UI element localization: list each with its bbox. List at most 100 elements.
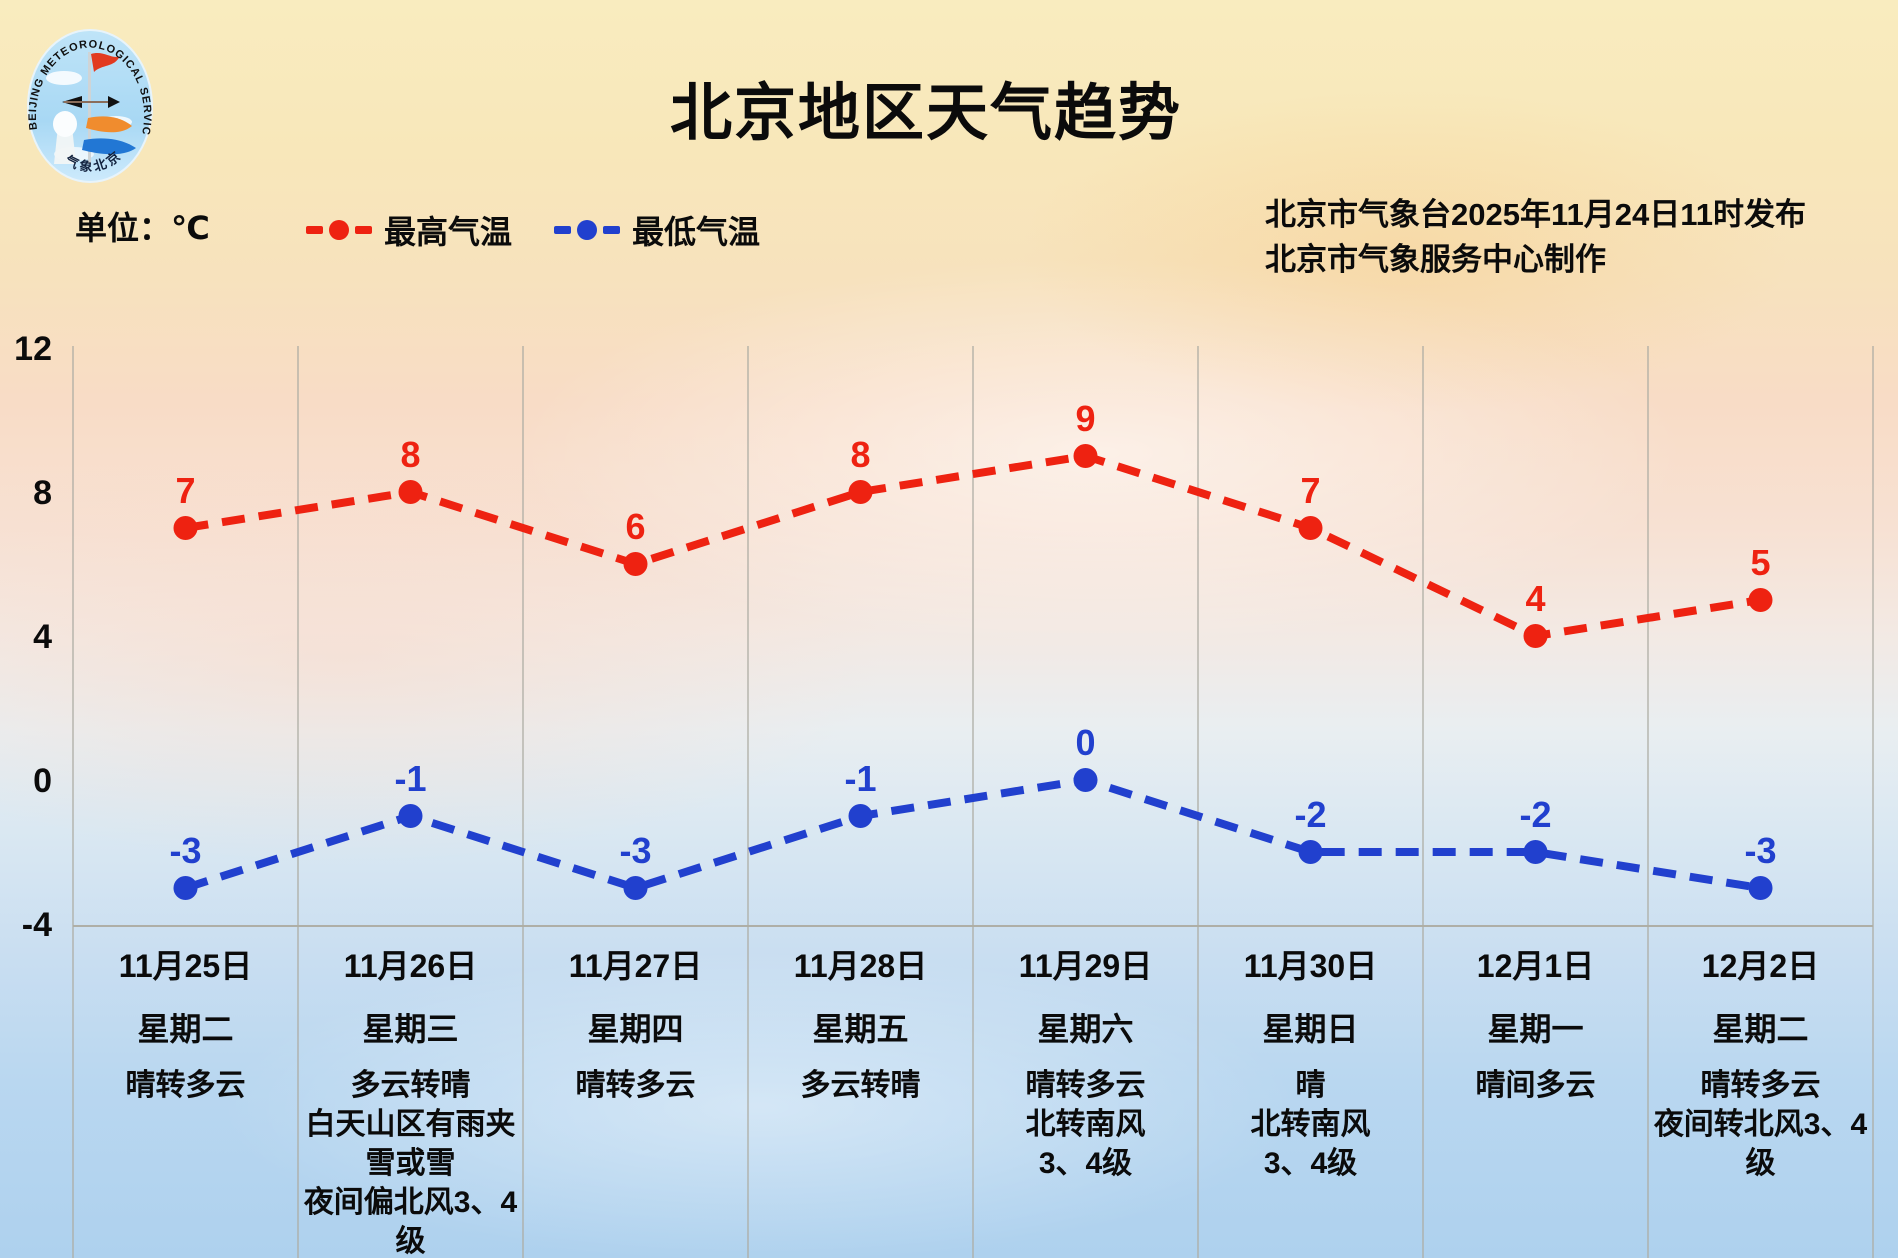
day-weather-line: 级 [395,1225,426,1258]
max-temp-value-label: 8 [400,434,420,475]
max-temp-point [398,480,423,504]
logo-blue-swoosh [82,138,136,155]
legend-item-min-temp: 最低气温 [554,214,760,250]
min-temp-value-label: 0 [1075,722,1095,763]
max-temp-value-label: 5 [1750,542,1770,583]
max-temp-value-label: 8 [850,434,870,475]
page-title: 北京地区天气趋势 [669,79,1183,148]
day-weather-line: 晴转多云 [1700,1069,1821,1102]
logo-flag [91,53,120,72]
day-column: 11月26日 星期三 多云转晴 白天山区有雨夹 雪或雪 夜间偏北风3、4 级 [298,928,523,1258]
day-weather-line: 3、4级 [1263,1147,1358,1180]
min-temp-value-label: -2 [1294,794,1326,835]
max-temp-line [184,452,1762,640]
max-temp-value-label: 7 [1300,470,1320,511]
day-weekday: 星期二 [1712,1011,1809,1047]
y-axis-tick-label: 12 [14,330,52,368]
min-temp-value-label: -3 [1744,830,1776,871]
legend-min-label: 最低气温 [632,214,761,250]
day-column: 11月30日 星期日晴北转南风 3、4级 [1198,928,1423,1183]
day-weather-line: 晴转多云 [575,1069,696,1102]
max-temp-value-label: 7 [175,470,195,511]
min-temp-value-label: -2 [1519,794,1551,835]
day-column: 11月27日 星期四晴转多云 [523,928,748,1105]
min-temp-value-label: -1 [844,758,876,799]
max-temp-point [1298,516,1323,540]
day-date: 11月29日 [1018,948,1153,984]
day-column: 12月2日 星期二 晴转多云 夜间转北风3、4 级 [1648,928,1873,1183]
day-weather-line: 白天山区有雨夹 [305,1108,516,1141]
min-temp-point [1298,840,1323,864]
publisher-line2: 北京市气象服务中心制作 [1265,242,1606,277]
day-column: 11月29日 星期六晴转多云北转南风 3、4级 [973,928,1198,1183]
day-weather-text: 多云转晴 白天山区有雨夹 雪或雪 夜间偏北风3、4 级 [298,1066,523,1258]
min-temp-point [848,804,873,828]
max-temp-point [623,552,648,576]
day-date: 11月27日 [568,948,703,984]
day-weather-text: 多云转晴 [748,1066,973,1105]
min-temp-line-swatch [554,220,620,240]
day-weather-text: 晴转多云 [73,1066,298,1105]
day-weather-line: 晴间多云 [1475,1069,1596,1102]
day-weather-text: 晴北转南风 3、4级 [1198,1066,1423,1183]
publisher-info: 北京市气象台2025年11月24日11时发布 北京市气象服务中心制作 [1265,192,1806,282]
day-weather-line: 多云转晴 [800,1069,921,1102]
max-temp-point [1523,624,1548,648]
day-weekday: 星期三 [362,1011,459,1047]
day-date: 11月25日 [118,948,253,984]
day-date: 12月1日 [1476,948,1595,984]
day-weather-line: 3、4级 [1038,1147,1133,1180]
day-weather-text: 晴转多云北转南风 3、4级 [973,1066,1198,1183]
day-weather-line: 晴转多云 [1025,1069,1146,1102]
day-weather-line: 晴转多云 [125,1069,246,1102]
max-temp-value-label: 4 [1525,578,1545,619]
logo-orange-swoosh [86,116,132,133]
max-temp-value-label: 9 [1075,398,1095,439]
day-weather-line: 夜间转北风3、4 [1653,1108,1868,1141]
day-weather-line: 夜间偏北风3、4 [303,1186,518,1219]
day-column: 12月1日星期一晴间多云 [1423,928,1648,1105]
legend-max-label: 最高气温 [384,214,513,250]
min-temp-value-label: -3 [619,830,651,871]
min-temp-point [1073,768,1098,792]
min-temp-point [1523,840,1548,864]
day-forecast-table: 11月25日 星期二 晴转多云 11月26日 星期三 多云转晴 白天山区有雨夹 雪或雪 夜间偏北… [0,928,1898,1258]
day-weekday: 星期六 [1037,1011,1134,1047]
day-column: 11月25日 星期二晴转多云 [73,928,298,1105]
day-weather-line: 北转南风 [1025,1108,1146,1141]
day-weather-line: 级 [1745,1147,1776,1180]
y-axis-tick-label: 4 [33,618,52,656]
day-weather-line: 北转南风 [1250,1108,1371,1141]
y-axis-tick-label: -4 [22,906,52,944]
day-weekday: 星期日 [1262,1011,1359,1047]
publisher-line1: 北京市气象台2025年11月24日11时发布 [1265,197,1806,232]
day-weather-line: 晴 [1295,1069,1326,1102]
y-axis-tick-label: 0 [33,762,52,800]
min-temp-value-label: -3 [169,830,201,871]
day-weather-text: 晴转多云夜间转北风3、4 级 [1648,1066,1873,1183]
day-date: 11月26日 [343,948,478,984]
unit-label: 单位：℃ [75,210,210,246]
day-weekday: 星期二 [137,1011,234,1047]
min-temp-point [1748,876,1773,900]
max-temp-point [173,516,198,540]
day-weekday: 星期四 [587,1011,684,1047]
day-weather-text: 晴转多云 [523,1066,748,1105]
max-temp-line-swatch [306,220,372,240]
day-column: 11月28日 星期五 多云转晴 [748,928,973,1105]
day-weather-text: 晴间多云 [1423,1066,1648,1105]
day-date: 11月30日 [1243,948,1378,984]
min-temp-point [173,876,198,900]
beijing-meteorological-service-logo: BEIJING METEOROLOGICAL SERVICE 气象北京 [24,26,153,183]
min-temp-value-label: -1 [394,758,426,799]
max-temp-value-label: 6 [625,506,645,547]
day-weekday: 星期五 [812,1011,909,1047]
min-temp-point [398,804,423,828]
max-temp-point [1073,444,1098,468]
day-weekday: 星期一 [1487,1011,1584,1047]
legend-item-max-temp: 最高气温 [306,214,512,250]
min-temp-point [623,876,648,900]
day-weather-line: 雪或雪 [365,1147,456,1180]
